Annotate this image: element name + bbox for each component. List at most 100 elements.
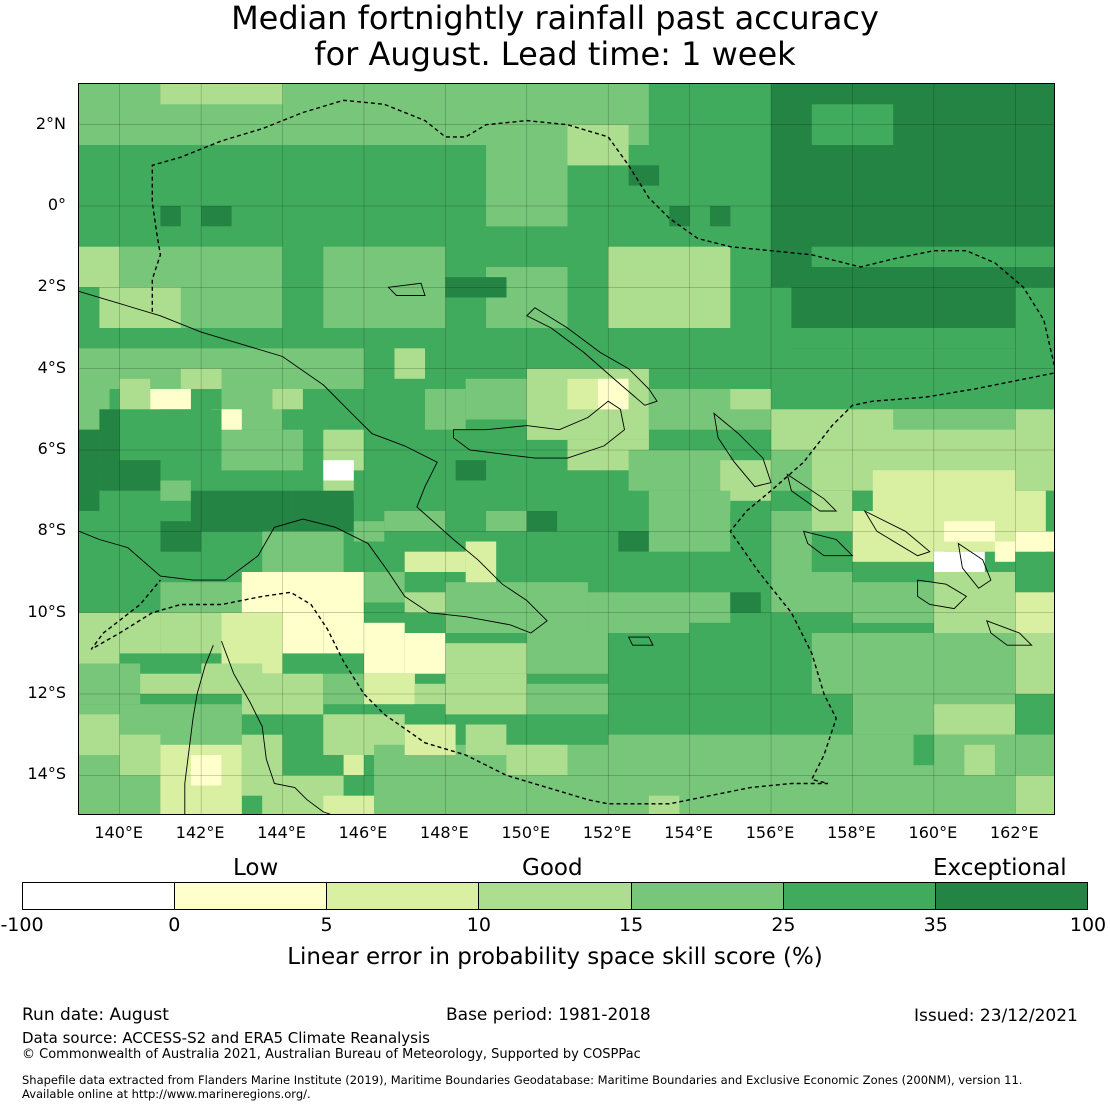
skill-cell bbox=[526, 683, 609, 715]
skill-cell bbox=[79, 429, 100, 511]
skill-cell bbox=[414, 683, 446, 705]
skill-cell bbox=[557, 511, 609, 532]
skill-cell bbox=[811, 104, 894, 145]
latitude-tick-label: 10°S bbox=[27, 601, 66, 621]
colorbar-tick-label: 100 bbox=[1069, 914, 1107, 936]
skill-cell bbox=[669, 206, 690, 227]
skill-cell bbox=[79, 714, 120, 755]
longitude-tick-label: 154°E bbox=[664, 823, 713, 842]
colorbar-segment bbox=[935, 883, 1087, 909]
skill-cell bbox=[608, 246, 731, 328]
skill-cell bbox=[353, 521, 385, 542]
skill-cell bbox=[618, 531, 649, 552]
skill-cell bbox=[323, 246, 446, 328]
longitude-tick-label: 156°E bbox=[745, 823, 795, 842]
latitude-tick-label: 4°S bbox=[37, 357, 66, 377]
latitude-tick-label: 2°S bbox=[37, 276, 66, 296]
skill-cell bbox=[190, 490, 293, 532]
skill-cell bbox=[771, 450, 812, 491]
colorbar-tick-label: 25 bbox=[771, 914, 796, 936]
skill-cell bbox=[160, 84, 283, 105]
skill-cell bbox=[160, 206, 181, 227]
colorbar-segment bbox=[175, 883, 328, 909]
skill-cell bbox=[648, 84, 731, 166]
skill-cell bbox=[455, 460, 487, 481]
shapefile-credit-2: Available online at http://www.marinereg… bbox=[22, 1087, 311, 1101]
skill-cell bbox=[384, 511, 446, 532]
longitude-tick-label: 148°E bbox=[420, 823, 469, 842]
coastline-new-britain bbox=[453, 400, 625, 459]
coastline-choiseul bbox=[786, 473, 838, 512]
skill-cell bbox=[445, 277, 507, 298]
skill-cell bbox=[852, 582, 934, 623]
longitude-tick-label: 140°E bbox=[94, 823, 144, 842]
skill-cell bbox=[1015, 531, 1054, 552]
skill-cell bbox=[465, 724, 507, 755]
skill-cell bbox=[119, 612, 161, 654]
skill-cell bbox=[221, 429, 303, 471]
skill-cell bbox=[323, 673, 364, 705]
coastline-new-guinea bbox=[79, 290, 548, 634]
skill-cell bbox=[99, 460, 161, 491]
skill-cell bbox=[506, 744, 568, 776]
skill-cell bbox=[648, 795, 680, 814]
longitude-tick-label: 160°E bbox=[908, 823, 958, 842]
skill-cell bbox=[933, 572, 1016, 633]
category-low: Low bbox=[233, 855, 279, 881]
colorbar-tick-label: 0 bbox=[168, 914, 181, 936]
skill-cell bbox=[323, 612, 364, 654]
latitude-tick-label: 0° bbox=[47, 195, 66, 214]
coastline-australia-west bbox=[184, 645, 214, 814]
skill-cell bbox=[933, 267, 1054, 288]
colorbar-segment bbox=[479, 883, 632, 909]
skill-cell bbox=[160, 612, 222, 654]
skill-cell bbox=[628, 450, 731, 491]
base-period: Base period: 1981-2018 bbox=[446, 1005, 651, 1025]
colorbar-title: Linear error in probability space skill … bbox=[287, 944, 823, 970]
run-date: Run date: August bbox=[22, 1005, 169, 1025]
colorbar bbox=[22, 882, 1088, 910]
skill-cell bbox=[99, 287, 181, 328]
latitude-tick-label: 6°S bbox=[37, 439, 66, 458]
skill-cell bbox=[79, 328, 1054, 349]
skill-cell bbox=[272, 389, 303, 410]
coastline-malaita bbox=[957, 542, 992, 589]
skill-cell bbox=[404, 724, 456, 755]
colorbar-segment bbox=[631, 883, 784, 909]
coastline-santa-isabel bbox=[863, 509, 931, 557]
skill-cell bbox=[587, 592, 649, 633]
data-source: Data source: ACCESS-S2 and ERA5 Climate … bbox=[22, 1029, 430, 1047]
skill-cell bbox=[689, 622, 812, 694]
skill-cell bbox=[852, 511, 945, 562]
skill-cell bbox=[150, 389, 191, 410]
skill-cell bbox=[852, 694, 934, 735]
skill-cell bbox=[811, 633, 853, 694]
latitude-tick-label: 14°S bbox=[27, 764, 66, 784]
coastline-new-ireland bbox=[526, 307, 658, 406]
longitude-tick-label: 162°E bbox=[989, 823, 1039, 842]
longitude-tick-label: 152°E bbox=[582, 823, 632, 842]
skill-cell bbox=[486, 124, 568, 227]
colorbar-tick-label: 15 bbox=[619, 914, 644, 936]
skill-cell bbox=[730, 389, 771, 410]
skill-cell bbox=[99, 409, 120, 471]
skill-cell bbox=[425, 389, 466, 430]
colorbar-tick-label: 10 bbox=[466, 914, 491, 936]
colorbar-tick-label: 35 bbox=[923, 914, 948, 936]
skill-cell bbox=[364, 622, 405, 674]
skill-cell bbox=[160, 409, 222, 450]
skill-cell bbox=[394, 348, 425, 379]
skill-cell bbox=[913, 734, 934, 766]
coastline-guadalcanal bbox=[917, 579, 968, 610]
skill-cell bbox=[292, 490, 354, 532]
skill-cell bbox=[160, 480, 191, 501]
skill-cell bbox=[994, 541, 1016, 562]
skill-cell bbox=[567, 755, 609, 796]
coastline-misima bbox=[627, 636, 654, 646]
skill-cell bbox=[323, 460, 354, 481]
longitude-tick-label: 142°E bbox=[175, 823, 225, 842]
skill-cell bbox=[1015, 633, 1054, 694]
skill-cell bbox=[119, 378, 151, 410]
colorbar-segment bbox=[783, 883, 936, 909]
copyright: © Commonwealth of Australia 2021, Austra… bbox=[22, 1047, 641, 1062]
